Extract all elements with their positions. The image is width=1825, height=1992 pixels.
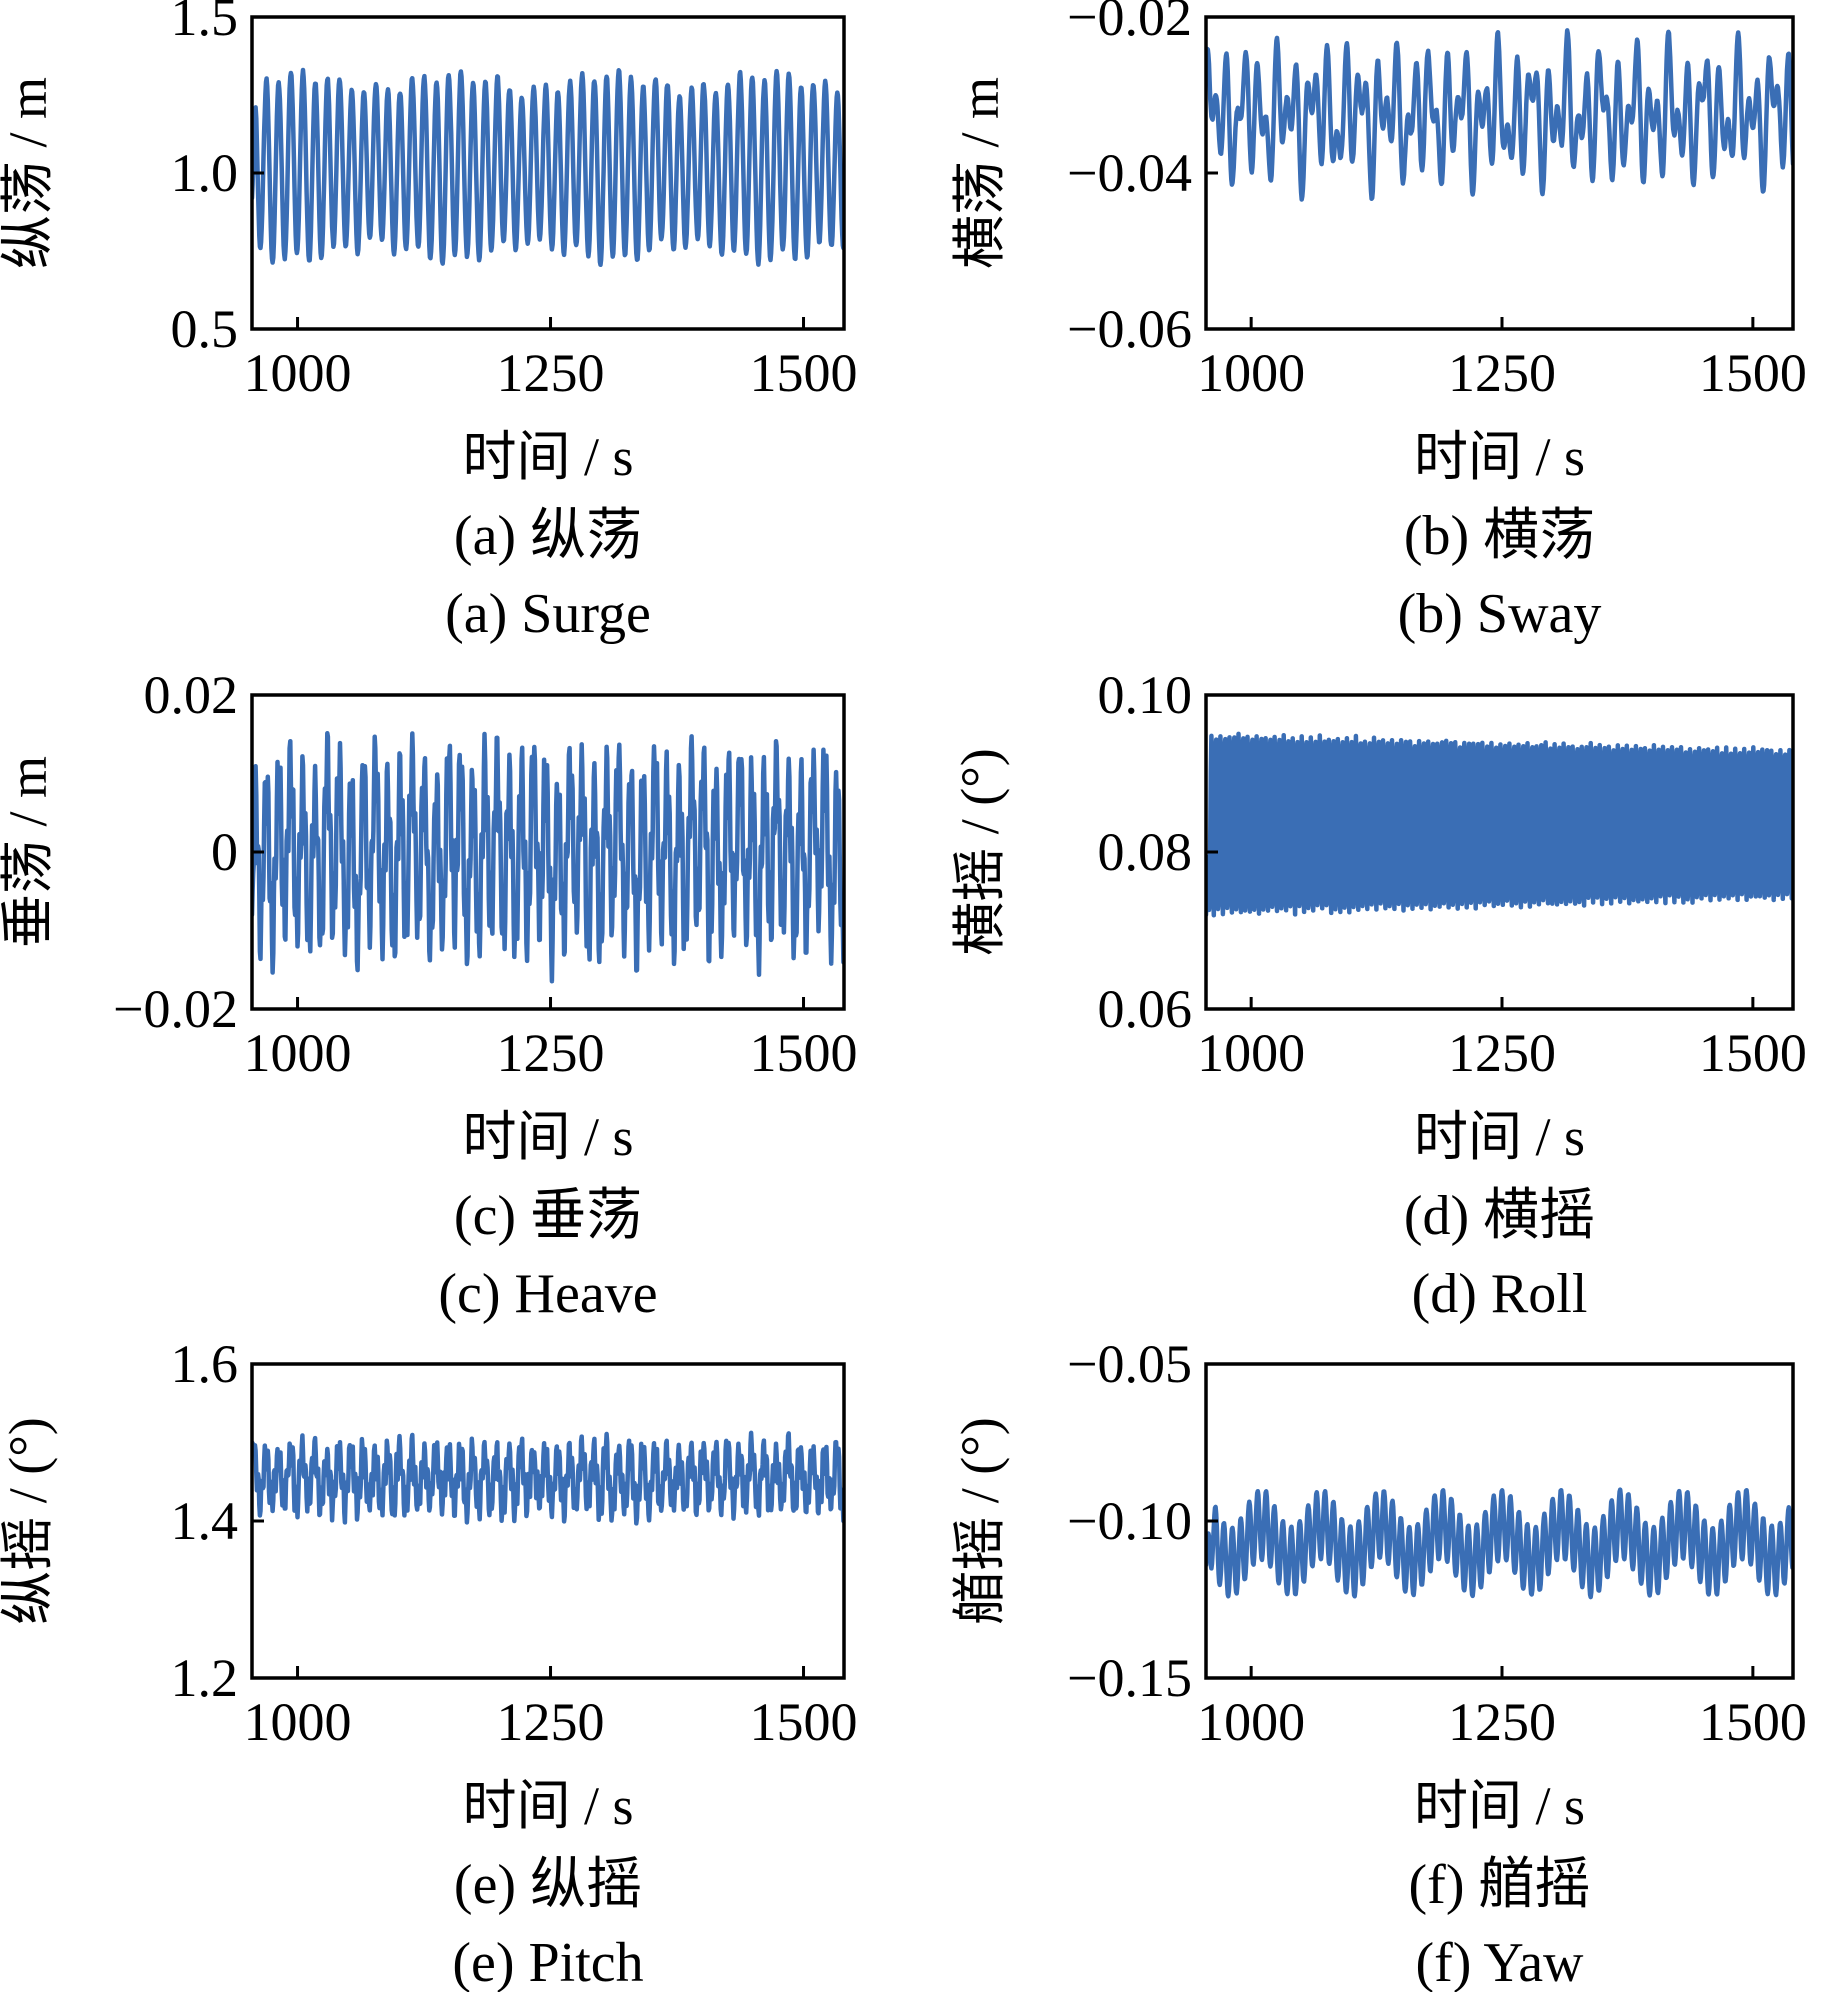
y-axis-title-f: 艏摇 / (°) xyxy=(950,1417,1010,1625)
caption-en-f: (f) Yaw xyxy=(1416,1932,1585,1992)
panel-d: 1000 1250 1500 0.06 0.08 0.10 横摇 / (°) 时间 / s (d… xyxy=(950,665,1807,1325)
panel-c: 1000 1250 1500 −0.02 0 0.02 垂荡 / m 时间 / s (c) 垂荡… xyxy=(0,665,858,1325)
y-axis-title-e: 纵摇 / (°) xyxy=(0,1417,58,1625)
panel-a: 1000 1250 1500 0.5 1.0 1.5 纵荡 / m 时间 / s (a) 纵荡 (… xyxy=(0,0,858,645)
x-axis-title-a: 时间 / s xyxy=(462,427,633,487)
x-tick-label-e: 1000 xyxy=(244,1692,352,1752)
y-axis-title-b: 横荡 / m xyxy=(950,77,1010,269)
x-tick-label-f: 1000 xyxy=(1197,1692,1305,1752)
x-tick-label-b: 1500 xyxy=(1699,343,1807,403)
x-axis-title-b: 时间 / s xyxy=(1414,427,1585,487)
x-tick-label-d: 1500 xyxy=(1699,1023,1807,1083)
y-tick-label-f: −0.15 xyxy=(1067,1648,1192,1708)
y-tick-label-c: 0 xyxy=(211,822,238,882)
x-tick-label-b: 1000 xyxy=(1197,343,1305,403)
y-tick-label-a: 1.5 xyxy=(171,0,239,47)
y-tick-label-d: 0.08 xyxy=(1098,822,1193,882)
caption-en-a: (a) Surge xyxy=(445,583,651,645)
y-tick-label-b: −0.06 xyxy=(1067,299,1192,359)
x-axis-title-f: 时间 / s xyxy=(1414,1776,1585,1836)
x-tick-label-e: 1500 xyxy=(750,1692,858,1752)
caption-cn-e: (e) 纵摇 xyxy=(454,1854,642,1916)
x-tick-label-a: 1000 xyxy=(244,343,352,403)
x-tick-label-c: 1250 xyxy=(497,1023,605,1083)
plot-frame-e xyxy=(250,1362,846,1680)
x-tick-label-c: 1000 xyxy=(244,1023,352,1083)
panel-f: 1000 1250 1500 −0.15 −0.10 −0.05 艏摇 / (°) 时间 / … xyxy=(950,1334,1807,1992)
caption-cn-a: (a) 纵荡 xyxy=(454,505,642,567)
y-tick-label-b: −0.02 xyxy=(1067,0,1192,47)
x-tick-label-f: 1250 xyxy=(1448,1692,1556,1752)
y-tick-label-f: −0.10 xyxy=(1067,1491,1192,1551)
x-axis-title-c: 时间 / s xyxy=(462,1107,633,1167)
x-tick-label-a: 1500 xyxy=(750,343,858,403)
caption-en-e: (e) Pitch xyxy=(452,1932,643,1992)
y-tick-label-a: 0.5 xyxy=(171,299,239,359)
caption-en-b: (b) Sway xyxy=(1398,583,1602,645)
x-tick-label-d: 1000 xyxy=(1197,1023,1305,1083)
series-line-e xyxy=(252,1430,844,1526)
x-tick-label-a: 1250 xyxy=(497,343,605,403)
y-tick-label-d: 0.10 xyxy=(1098,665,1193,725)
series-line-d xyxy=(1206,731,1793,918)
series-line-c xyxy=(252,730,844,984)
x-tick-label-d: 1250 xyxy=(1448,1023,1556,1083)
y-tick-label-d: 0.06 xyxy=(1098,979,1193,1039)
y-tick-label-e: 1.6 xyxy=(171,1334,239,1394)
x-tick-label-f: 1500 xyxy=(1699,1692,1807,1752)
y-tick-label-c: −0.02 xyxy=(113,979,238,1039)
panel-b: 1000 1250 1500 −0.06 −0.04 −0.02 横荡 / m 时间 / s (… xyxy=(950,0,1807,645)
y-tick-label-b: −0.04 xyxy=(1067,143,1192,203)
caption-en-c: (c) Heave xyxy=(438,1263,657,1325)
y-tick-label-e: 1.4 xyxy=(171,1491,239,1551)
caption-cn-d: (d) 横摇 xyxy=(1404,1185,1595,1247)
y-tick-label-c: 0.02 xyxy=(144,665,239,725)
x-axis-title-d: 时间 / s xyxy=(1414,1107,1585,1167)
x-tick-label-b: 1250 xyxy=(1448,343,1556,403)
y-tick-label-f: −0.05 xyxy=(1067,1334,1192,1394)
panel-e: 1000 1250 1500 1.2 1.4 1.6 纵摇 / (°) 时间 / s (e) 纵… xyxy=(0,1334,858,1992)
y-axis-title-a: 纵荡 / m xyxy=(0,77,58,269)
series-line-a xyxy=(252,67,844,268)
x-tick-label-e: 1250 xyxy=(497,1692,605,1752)
x-axis-title-e: 时间 / s xyxy=(462,1776,633,1836)
series-line-f xyxy=(1206,1487,1793,1600)
caption-cn-f: (f) 艏摇 xyxy=(1409,1854,1591,1916)
y-axis-title-d: 横摇 / (°) xyxy=(950,748,1010,956)
series-line-b xyxy=(1206,28,1793,202)
caption-cn-b: (b) 横荡 xyxy=(1404,505,1595,567)
caption-cn-c: (c) 垂荡 xyxy=(454,1185,642,1247)
y-tick-label-a: 1.0 xyxy=(171,143,239,203)
y-tick-label-e: 1.2 xyxy=(171,1648,239,1708)
y-axis-title-c: 垂荡 / m xyxy=(0,756,58,948)
caption-en-d: (d) Roll xyxy=(1412,1263,1588,1325)
x-tick-label-c: 1500 xyxy=(750,1023,858,1083)
